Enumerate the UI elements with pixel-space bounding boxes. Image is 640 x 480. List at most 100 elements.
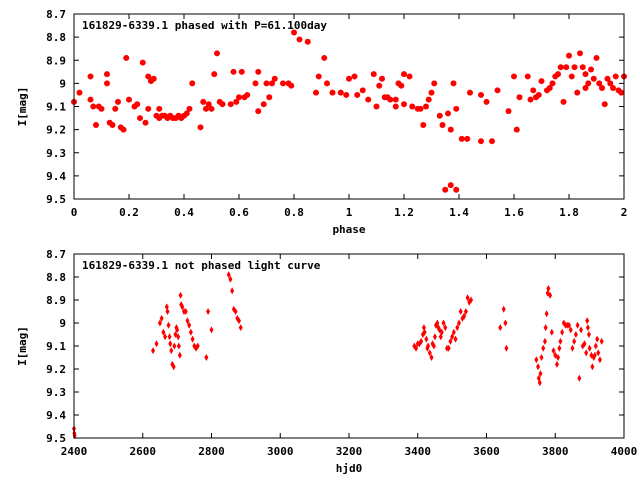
unphased-data-point [503,319,508,327]
phased-data-point [288,82,295,89]
phased-y-tick-label: 8.8 [46,31,66,44]
unphased-x-tick-label: 2600 [130,445,157,458]
phased-data-point [546,85,553,91]
phased-plot-title: 161829-6339.1 phased with P=61.100day [82,19,327,32]
phased-data-point [304,38,311,45]
phased-data-point [76,89,83,96]
unphased-y-tick-label: 9.5 [46,432,66,445]
phased-data-point [527,96,534,103]
phased-data-point [450,80,457,87]
phased-data-point [593,54,600,61]
phased-data-point [607,80,614,87]
phased-data-point [324,80,330,87]
phased-data-point [467,89,473,96]
phased-data-point [483,98,490,105]
phased-data-point [406,73,413,80]
phased-data-point [494,87,501,94]
unphased-x-tick-label: 3400 [405,445,432,458]
phased-y-tick-label: 9.4 [46,170,66,183]
unphased-data-point [597,356,602,364]
unphased-y-tick-label: 8.8 [46,271,66,284]
phased-data-point [516,94,523,101]
phased-data-point [439,122,446,128]
phased-data-point [203,105,209,112]
phased-data-point [236,94,242,101]
phased-x-tick-label: 0.4 [174,206,194,219]
phased-data-point [189,80,196,87]
phased-data-point [150,75,157,82]
phased-data-point [260,101,267,108]
phased-y-tick-label: 8.9 [46,54,66,67]
phased-data-point [409,103,416,110]
unphased-data-point [556,354,560,361]
phased-data-point [112,105,119,112]
unphased-data-point [587,344,592,352]
unphased-data-point [151,347,156,355]
phased-y-tick-label: 8.7 [46,8,66,21]
phased-data-point [115,98,121,105]
unphased-data-point [448,337,453,345]
unphased-data-point [536,363,541,371]
unphased-data-point [176,342,181,350]
phased-data-point [401,101,407,108]
phased-x-tick-label: 2 [621,206,628,219]
unphased-data-point [595,335,600,343]
unphased-data-point [463,308,468,315]
unphased-data-point [572,337,577,345]
phased-data-point [574,89,581,96]
unphased-data-point [190,335,195,343]
unphased-data-point [590,363,595,371]
phased-data-point [464,135,471,142]
phased-data-point [579,64,586,71]
unphased-data-point [228,275,233,283]
unphased-data-point [419,337,424,345]
phased-data-point [392,103,399,110]
phased-data-point [447,182,454,189]
unphased-data-point [567,321,571,329]
unphased-data-point [188,328,193,336]
phased-data-point [139,59,146,66]
phased-data-point [566,52,572,59]
unphased-data-point [187,321,192,329]
phased-data-point [142,119,149,126]
phased-data-point [359,87,366,94]
phased-data-point [98,105,105,112]
phased-data-point [280,80,286,87]
phased-data-point [219,101,226,108]
phased-data-point [445,110,451,117]
phased-data-point [505,108,512,115]
unphased-data-point [432,333,437,341]
phased-y-axis-label: I[mag] [16,87,29,127]
unphased-data-point [426,342,431,350]
phased-y-tick-label: 9.3 [46,147,66,160]
unphased-data-points [72,271,604,440]
phased-data-point [346,75,352,82]
unphased-light-curve-panel: 2400 2600 2800 3000 3200 3400 3600 3800 4000 8.7 8… [16,248,637,475]
phased-data-point [376,82,383,89]
unphased-data-point [557,344,562,352]
phased-data-point [557,64,564,71]
unphased-data-point [414,344,419,352]
phased-data-point [538,78,545,85]
unphased-data-point [577,374,582,382]
unphased-data-point [178,291,183,299]
unphased-x-tick-label: 4000 [611,445,638,458]
unphased-data-point [458,308,463,315]
unphased-data-point [593,342,598,350]
phased-data-point [428,89,435,96]
phased-data-point [599,85,605,91]
phased-x-tick-label: 1.4 [449,206,469,219]
phased-data-point [137,115,143,122]
phased-data-point [197,124,204,131]
phased-data-point [577,50,583,57]
unphased-data-point [542,337,547,345]
unphased-data-point [548,291,553,299]
phased-data-point [604,75,611,82]
phased-data-point [582,71,589,78]
unphased-data-point [431,342,436,350]
unphased-data-point [582,340,587,348]
phased-data-points [71,29,627,193]
phased-data-point [186,105,193,112]
unphased-data-point [161,328,166,336]
